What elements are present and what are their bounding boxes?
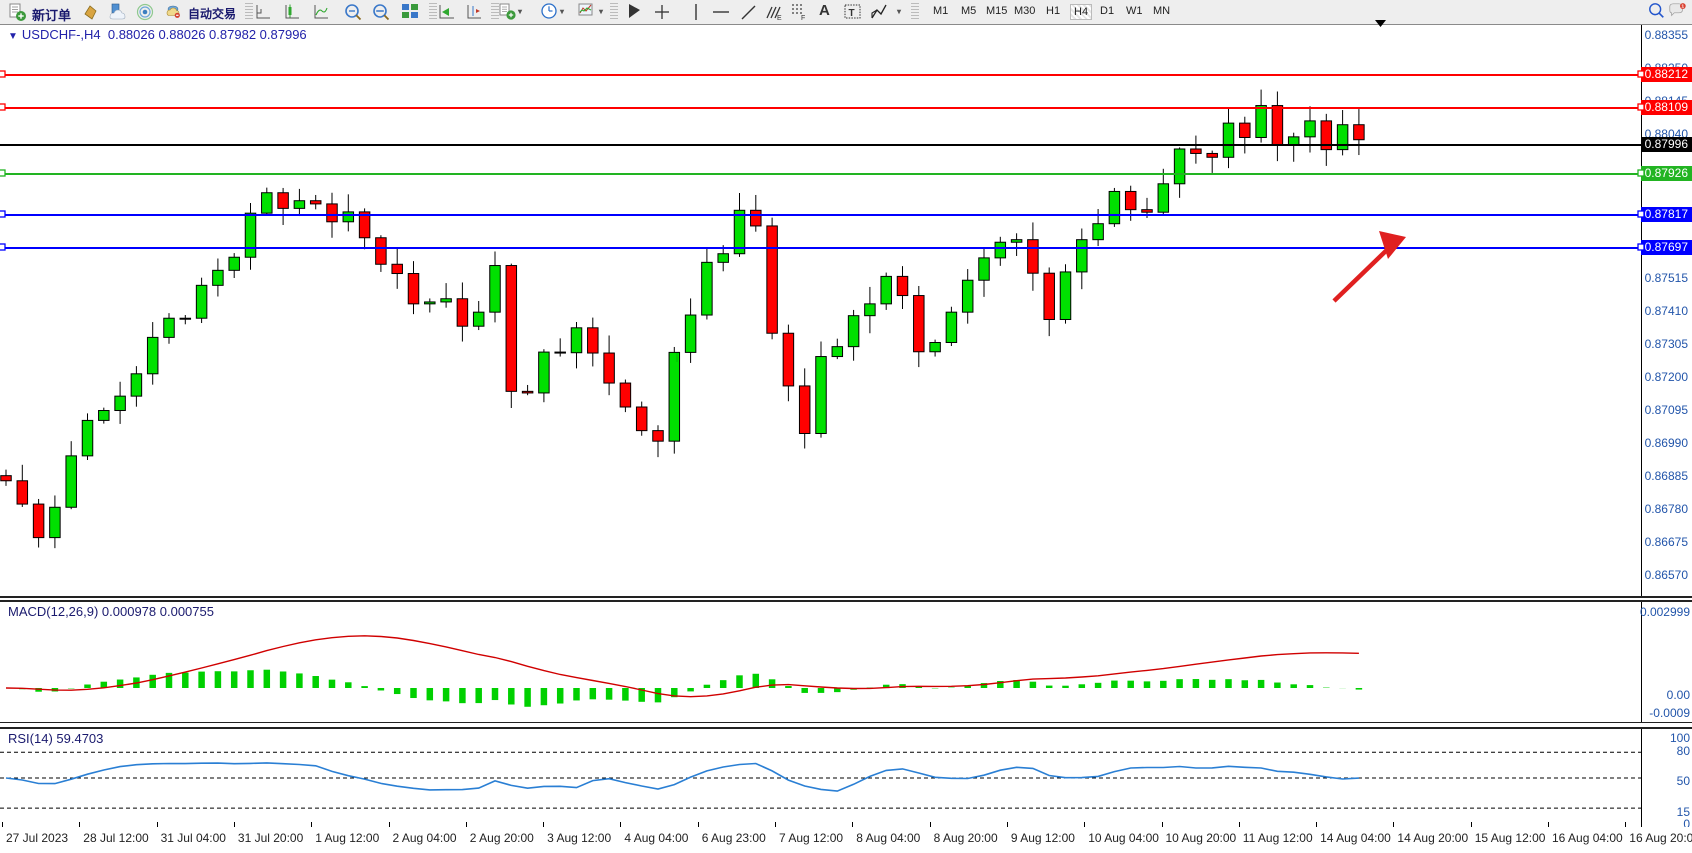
svg-text:E: E bbox=[777, 15, 782, 22]
svg-text:1: 1 bbox=[1681, 4, 1684, 10]
svg-text:F: F bbox=[801, 15, 805, 22]
svg-text:T: T bbox=[849, 8, 855, 19]
